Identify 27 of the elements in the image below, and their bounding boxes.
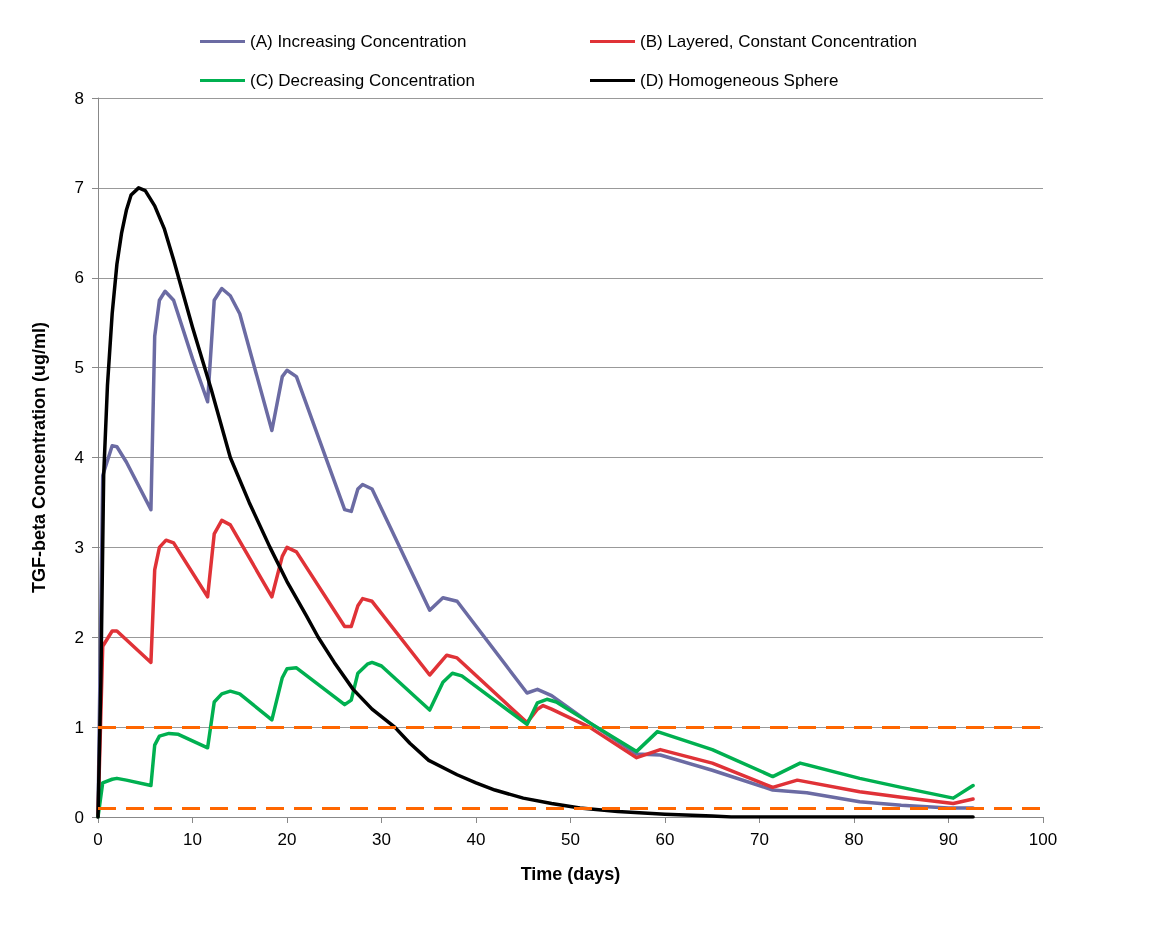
legend-label: (C) Decreasing Concentration <box>250 71 475 90</box>
line-series <box>96 186 975 819</box>
x-tick-label: 80 <box>844 830 864 849</box>
x-tick-label: 70 <box>750 830 769 849</box>
x-tick-label: 40 <box>466 830 486 849</box>
y-axis-title: TGF-beta Concentration (ug/ml) <box>29 322 49 593</box>
legend-label: (B) Layered, Constant Concentration <box>640 32 917 51</box>
y-tick-label: 7 <box>74 178 84 198</box>
y-tick-label: 6 <box>74 268 84 288</box>
legend-label: (A) Increasing Concentration <box>250 32 467 51</box>
x-tick-label: 100 <box>1028 830 1058 849</box>
y-tick-label: 2 <box>74 627 84 647</box>
x-tick-label: 60 <box>655 830 675 849</box>
x-axis-title: Time (days) <box>520 864 621 884</box>
x-tick-label: 50 <box>561 830 580 849</box>
y-tick-label: 4 <box>74 448 84 467</box>
y-tick-label: 3 <box>74 537 84 557</box>
x-tick-label: 0 <box>93 830 103 849</box>
x-tick-label: 90 <box>939 830 958 849</box>
x-tick-label: 20 <box>277 830 297 849</box>
x-tick-label: 10 <box>183 830 202 849</box>
y-tick-label: 0 <box>74 807 84 827</box>
y-tick-label: 1 <box>74 717 84 737</box>
legend-label: (D) Homogeneous Sphere <box>640 71 839 90</box>
y-tick-label: 5 <box>74 358 84 378</box>
y-tick-label: 8 <box>74 88 84 108</box>
x-tick-label: 30 <box>372 830 391 849</box>
